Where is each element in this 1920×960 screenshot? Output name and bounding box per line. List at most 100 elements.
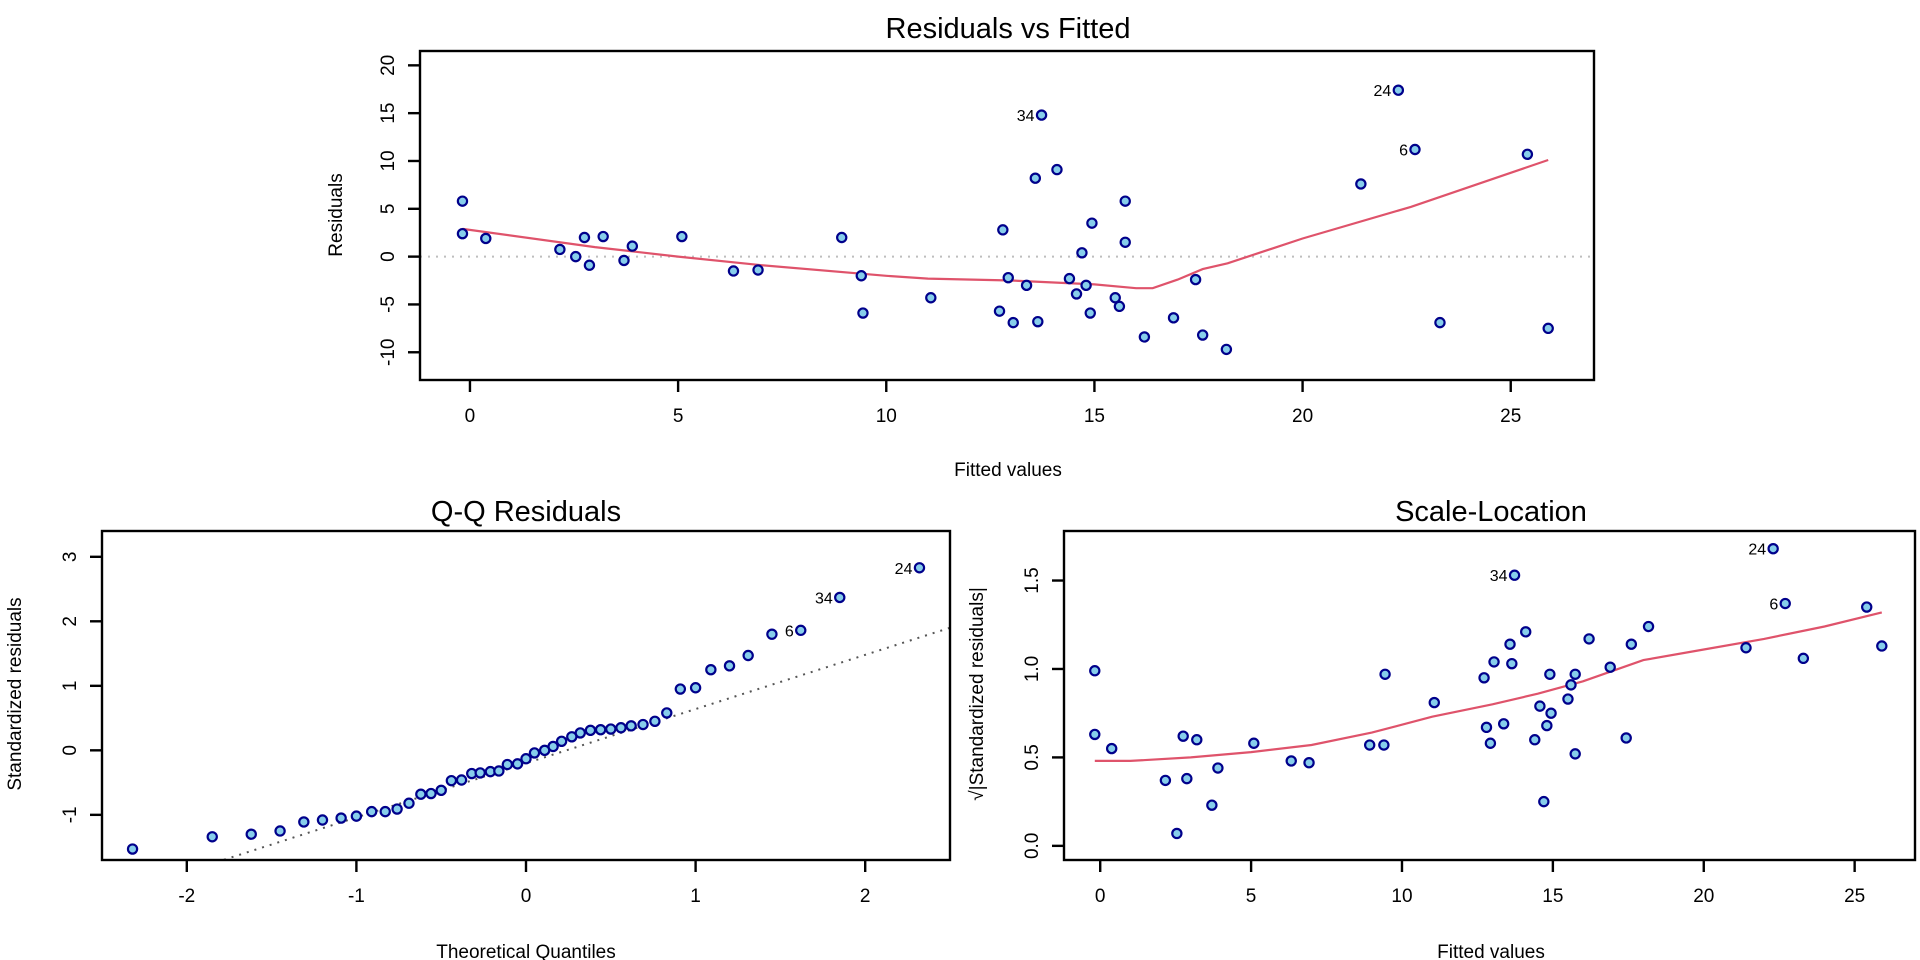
data-point	[1080, 279, 1092, 292]
data-point	[1138, 331, 1151, 343]
data-point	[618, 254, 630, 267]
data-point	[480, 232, 492, 245]
y-tick-label: 0.5	[1022, 744, 1043, 770]
data-point	[493, 765, 505, 777]
data-point	[1529, 734, 1541, 746]
data-point	[1480, 721, 1493, 734]
data-point	[1171, 827, 1183, 840]
chart-title: Q-Q Residuals	[431, 496, 621, 528]
data-point	[1520, 626, 1532, 638]
data-point	[547, 740, 559, 753]
smooth-lines	[462, 158, 1549, 290]
data-point	[298, 816, 310, 828]
data-point	[597, 230, 609, 243]
y-tick-label: -10	[378, 339, 399, 366]
data-point	[1032, 315, 1044, 328]
x-tick-label: 20	[1693, 886, 1714, 907]
x-axis-label: Fitted values	[954, 460, 1062, 481]
plot-frame	[418, 49, 1596, 382]
data-point	[1767, 542, 1779, 555]
data-points: 34 24 6	[456, 83, 1554, 356]
data-point	[1119, 195, 1131, 207]
axis-ticks: 0 5 10 15 20 25 0.0 0.5 1.0 1.5	[1022, 567, 1865, 907]
point-label: 24	[895, 561, 913, 578]
data-point	[1105, 742, 1118, 755]
data-point	[1035, 109, 1048, 121]
axis-ticks: 0 5 10 15 20 25 -10 -5 0 5 10 15 20	[378, 55, 1521, 427]
data-point	[1542, 322, 1554, 335]
data-point	[1007, 316, 1019, 329]
data-point	[855, 270, 867, 282]
data-point	[1497, 718, 1510, 730]
y-tick-label: 1.0	[1022, 656, 1043, 682]
x-axis-label: Theoretical Quantiles	[436, 942, 616, 960]
point-label: 24	[1748, 542, 1766, 559]
data-point	[1434, 316, 1446, 329]
data-point	[1569, 668, 1581, 680]
data-point	[1604, 661, 1616, 673]
data-point	[723, 660, 736, 672]
data-point	[1051, 163, 1063, 176]
x-tick-label: 0	[465, 406, 476, 427]
x-tick-label: -1	[348, 886, 365, 907]
y-tick-label: 1	[60, 681, 81, 692]
data-point	[1569, 748, 1581, 760]
data-point	[1544, 668, 1556, 680]
x-tick-label: 1	[690, 886, 701, 907]
y-tick-label: 5	[378, 204, 399, 215]
data-point	[1159, 774, 1172, 787]
smooth-line	[1094, 611, 1883, 763]
data-point	[206, 831, 218, 843]
y-tick-label: 2	[60, 616, 81, 627]
smooth-lines	[1094, 611, 1883, 763]
x-tick-label: -2	[178, 886, 195, 907]
data-point	[1779, 597, 1791, 610]
data-point	[555, 735, 568, 748]
data-point	[1167, 312, 1180, 324]
data-point	[1562, 693, 1574, 705]
data-point	[1089, 728, 1101, 741]
data-point	[1002, 271, 1014, 284]
data-point	[674, 683, 687, 695]
data-point	[649, 715, 661, 728]
data-point	[1379, 668, 1391, 680]
data-point	[1029, 172, 1042, 184]
y-tick-label: 20	[378, 55, 399, 76]
data-point	[456, 195, 469, 207]
x-tick-label: 15	[1084, 406, 1105, 427]
data-point	[365, 805, 378, 818]
data-point	[1378, 739, 1390, 751]
y-axis-label: Residuals	[326, 173, 347, 256]
data-point	[445, 774, 458, 787]
y-tick-label: 10	[378, 150, 399, 171]
data-point	[350, 810, 363, 822]
data-point	[1488, 656, 1500, 668]
data-point	[583, 259, 596, 271]
data-point	[1478, 672, 1490, 684]
point-label: 6	[1769, 597, 1778, 614]
data-point	[391, 803, 403, 815]
smooth-line	[462, 158, 1549, 290]
data-point	[1196, 329, 1209, 341]
data-point	[1642, 620, 1655, 633]
data-point	[1541, 719, 1553, 732]
data-point	[661, 707, 673, 719]
data-point	[528, 747, 541, 759]
point-label: 24	[1374, 83, 1392, 100]
data-point	[1086, 217, 1098, 229]
data-point	[742, 649, 754, 662]
data-point	[997, 224, 1009, 236]
data-point	[335, 812, 347, 824]
data-point	[1113, 300, 1126, 313]
plot-frame	[1062, 529, 1917, 862]
data-point	[1583, 633, 1595, 645]
data-point	[676, 230, 688, 243]
data-point	[1177, 730, 1189, 742]
data-point	[1063, 272, 1076, 285]
data-point	[1392, 84, 1405, 96]
data-point	[584, 724, 597, 737]
point-label: 6	[1399, 143, 1408, 160]
data-point	[425, 787, 437, 800]
data-point	[705, 663, 717, 676]
